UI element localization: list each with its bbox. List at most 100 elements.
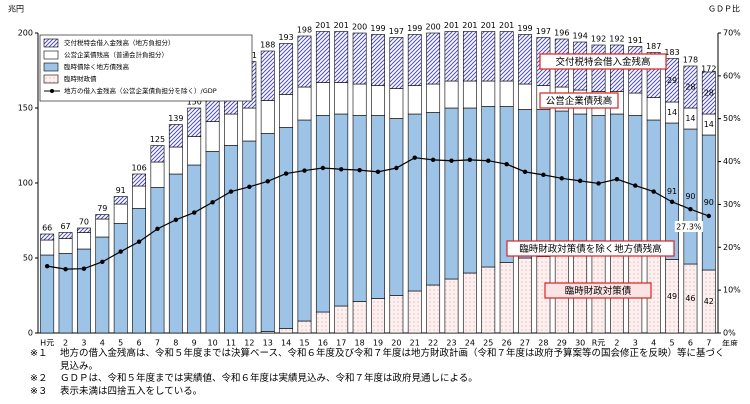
total-label: 194 <box>573 32 588 41</box>
line-marker <box>486 158 491 163</box>
bar-segment <box>462 80 477 109</box>
bar-segment <box>95 236 110 334</box>
bar-segment <box>481 31 496 82</box>
bar-segment <box>113 223 128 334</box>
x-tick-label: 7 <box>155 339 160 347</box>
x-tick-label: R元 <box>592 339 606 347</box>
line-marker <box>100 259 105 265</box>
line-marker <box>320 165 326 171</box>
total-label: 91 <box>116 186 126 195</box>
bar-segment <box>389 88 404 119</box>
x-tick-label: 6 <box>137 339 142 347</box>
legend-swatch <box>43 62 59 72</box>
bar-segment <box>150 145 165 163</box>
x-tick-label: 4 <box>100 339 105 347</box>
bar-segment <box>646 119 661 253</box>
line-marker <box>394 165 399 171</box>
line-value-label: 27.3% <box>676 223 702 232</box>
bar-segment <box>77 248 91 334</box>
total-label: 188 <box>260 41 275 50</box>
bar-segment <box>168 173 183 334</box>
bar-segment <box>279 328 294 334</box>
line-marker <box>173 217 179 223</box>
line-marker <box>136 239 142 244</box>
bar-segment <box>205 151 220 334</box>
bar-segment <box>334 31 349 83</box>
legend-swatch <box>50 89 54 93</box>
total-label: 199 <box>370 24 385 33</box>
bar-segment <box>58 232 73 239</box>
footnote: ※１ 地方の借入金残高は、令和５年度までは決算ベース、令和６年度及び令和７年度は地… <box>30 348 730 373</box>
x-tick-label: 5 <box>118 339 123 347</box>
bar-segment <box>168 146 183 175</box>
total-label: 193 <box>278 33 293 42</box>
footnote-text: 地方の借入金残高は、令和５年度までは決算ベース、令和６年度及び令和７年度は地方財… <box>60 348 725 372</box>
x-tick-label: 2 <box>63 339 68 347</box>
segment-label: 91 <box>667 187 677 196</box>
callout-box <box>539 92 619 109</box>
y2-tick-label: 0% <box>723 329 736 338</box>
bar-segment <box>352 115 367 302</box>
x-tick-label: 24 <box>465 339 475 347</box>
bar-segment <box>40 239 55 256</box>
line-marker <box>118 249 123 254</box>
line-marker <box>430 157 436 163</box>
bar-segment <box>279 127 294 329</box>
bar-segment <box>77 227 91 233</box>
bar-segment <box>628 92 643 116</box>
segment-label: 49 <box>667 292 677 301</box>
line-marker <box>63 266 68 272</box>
bar-segment <box>77 232 91 250</box>
legend-swatch <box>43 50 59 60</box>
bar-segment <box>315 82 330 116</box>
bar-segment <box>518 83 532 110</box>
y-tick-label: 0 <box>28 329 33 338</box>
line-marker <box>210 200 215 205</box>
total-label: 192 <box>609 35 624 44</box>
bar-segment <box>462 107 477 274</box>
legend-label: 臨時債除く地方債残高 <box>64 62 130 71</box>
y2-axis-label: ＧＤＰ比 <box>708 4 740 14</box>
bar-segment <box>224 145 238 334</box>
bar-segment <box>371 298 385 334</box>
total-label: 192 <box>591 35 606 44</box>
bar-segment <box>426 284 441 334</box>
x-tick-label: 29 <box>557 339 567 347</box>
segment-label: 90 <box>685 192 695 201</box>
x-tick-label: H元 <box>40 339 54 347</box>
legend-swatch <box>43 38 59 48</box>
bar-segment <box>444 107 459 280</box>
line-marker <box>283 171 289 176</box>
bar-segment <box>260 100 275 134</box>
line-marker <box>412 155 417 160</box>
bar-segment <box>499 262 514 334</box>
x-tick-label: 6 <box>688 339 693 347</box>
x-tick-label: 7 <box>706 339 711 347</box>
bar-segment <box>297 86 312 121</box>
bar-segment <box>683 65 698 109</box>
line-marker <box>467 157 473 163</box>
total-label: 66 <box>42 224 52 233</box>
bar-segment <box>132 185 146 209</box>
bar-segment <box>426 32 441 85</box>
total-label: 199 <box>517 24 532 33</box>
bar-segment <box>224 113 238 146</box>
bar-segment <box>279 43 294 95</box>
bar-segment <box>242 107 257 142</box>
legend-label: 公営企業債残高（普通会計負担分） <box>64 50 168 59</box>
x-tick-label: 30 <box>575 339 585 347</box>
line-marker <box>265 179 270 184</box>
callout-box <box>539 53 667 70</box>
y-tick-label: 100 <box>18 179 33 188</box>
bar-segment <box>518 109 532 259</box>
total-label: 178 <box>683 56 698 65</box>
segment-label: 14 <box>667 108 677 117</box>
legend-label: 交付税特会借入金残高（地方負担分） <box>64 38 175 47</box>
footnote: ※２ ＧＤＰは、令和５年度までは実績値、令和６年度は実績見込み、令和７年度は政府見… <box>30 373 730 386</box>
y2-tick-label: 60% <box>723 71 741 80</box>
line-marker <box>449 158 454 163</box>
bar-segment <box>407 85 422 115</box>
bar-segment <box>462 272 477 334</box>
total-label: 199 <box>407 24 422 33</box>
